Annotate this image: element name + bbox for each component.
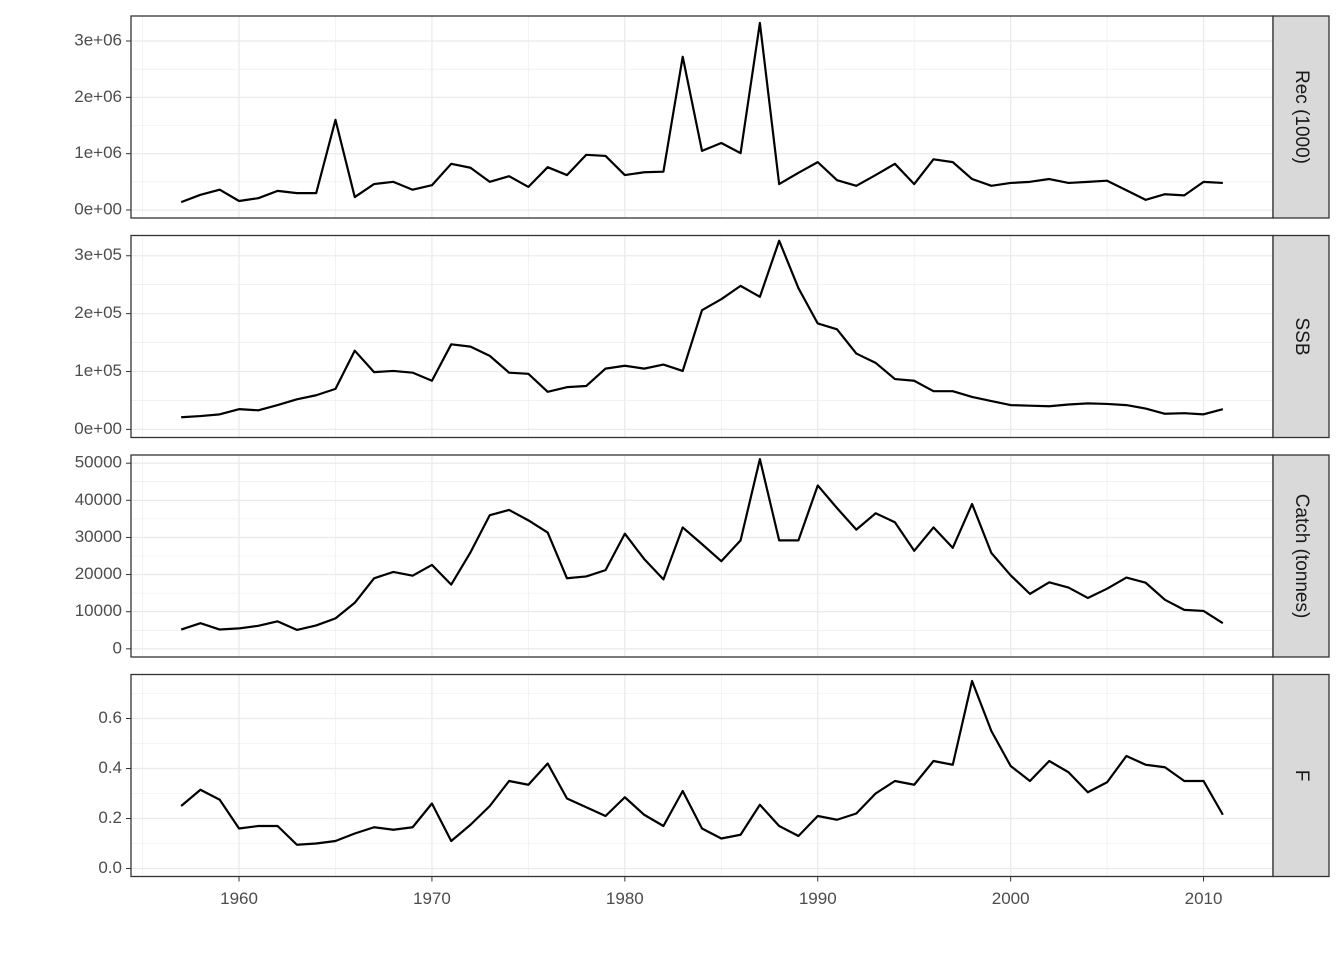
strip — [1272, 454, 1330, 658]
data-line — [181, 239, 1224, 419]
strip — [1272, 15, 1330, 219]
y-tick-label: 0e+00 — [74, 419, 122, 438]
y-tick-label: 0.4 — [98, 758, 122, 777]
y-tick-label: 3e+05 — [74, 245, 122, 264]
data-line — [180, 679, 1224, 846]
x-tick-label: 2000 — [992, 889, 1030, 908]
strip-text: SSB — [1291, 317, 1312, 355]
x-tick-label: 1980 — [606, 889, 644, 908]
y-tick-label: 0e+00 — [74, 199, 122, 218]
panel-background — [131, 235, 1273, 438]
y-tick-label: 30000 — [75, 527, 122, 546]
y-tick-label: 20000 — [75, 564, 122, 583]
x-tick-label: 1990 — [799, 889, 837, 908]
y-tick-label: 0.0 — [98, 858, 122, 877]
panel-background — [131, 674, 1273, 877]
data-line — [180, 457, 1224, 631]
x-tick-label: 1960 — [220, 889, 258, 908]
strip-text: F — [1291, 770, 1312, 782]
panel-background — [131, 16, 1273, 218]
y-tick-label: 40000 — [75, 490, 122, 509]
x-tick-label: 1970 — [413, 889, 451, 908]
x-tick-label: 2010 — [1185, 889, 1223, 908]
strip — [1272, 673, 1330, 878]
y-tick-label: 0.2 — [98, 808, 122, 827]
y-tick-label: 50000 — [75, 453, 122, 472]
y-tick-label: 0.6 — [98, 708, 122, 727]
y-tick-label: 0 — [113, 638, 122, 657]
strip — [1272, 234, 1330, 439]
strip-text: Catch (tonnes) — [1291, 494, 1312, 619]
y-tick-label: 2e+06 — [74, 87, 122, 106]
strip-text: Rec (1000) — [1291, 70, 1312, 164]
y-tick-label: 1e+05 — [74, 361, 122, 380]
y-tick-label: 1e+06 — [74, 143, 122, 162]
data-line — [180, 21, 1223, 204]
y-tick-label: 3e+06 — [74, 30, 122, 49]
y-tick-label: 10000 — [75, 601, 122, 620]
y-tick-label: 2e+05 — [74, 303, 122, 322]
